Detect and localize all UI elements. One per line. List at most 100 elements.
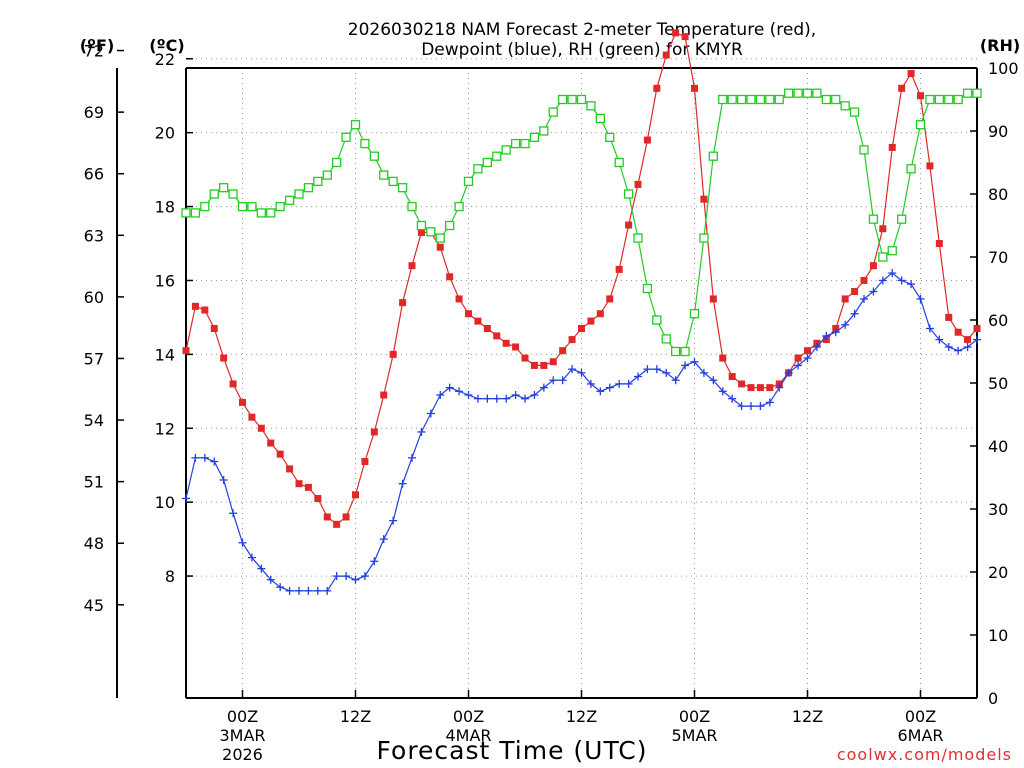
dewpoint-point [803, 354, 812, 363]
rh-tick-label-8: 80 [988, 185, 1008, 204]
rh-point [605, 132, 615, 142]
dewpoint-point [182, 494, 190, 503]
temperature-point [540, 361, 548, 369]
rh-point [529, 132, 540, 142]
rh-point [576, 94, 587, 105]
x-tick-label-2: 00Z [453, 707, 484, 726]
dewpoint-point [342, 572, 351, 581]
dewpoint-point [266, 575, 275, 584]
dewpoint-point [276, 583, 285, 592]
dewpoint-point [351, 575, 360, 584]
dewpoint-point [370, 557, 379, 566]
rh-point [784, 88, 794, 98]
rh-point [313, 176, 323, 187]
rh-point [821, 94, 831, 105]
dewpoint-point [247, 553, 256, 562]
dewpoint-point [794, 361, 803, 370]
rh-point [445, 220, 455, 231]
dewpoint-point [812, 342, 821, 351]
dewpoint-point [671, 376, 680, 385]
dewpoint-point [568, 365, 577, 374]
dewpoint-point [860, 294, 868, 303]
dewpoint-point [662, 368, 671, 377]
temperature-point [935, 240, 943, 248]
rh-point [397, 183, 408, 193]
temperature-point [474, 317, 482, 325]
dewpoint-point [360, 572, 369, 581]
dewpoint-point [775, 383, 784, 392]
dewpoint-point [389, 516, 398, 525]
x-tick-date-4: 5MAR [671, 726, 717, 745]
dewpoint-point [473, 394, 482, 403]
temperature-point [399, 299, 407, 307]
temperature-point [888, 143, 896, 151]
dewpoint-point [464, 391, 473, 400]
rh-point [247, 201, 257, 212]
temperature-point [615, 265, 623, 273]
fahrenheit-tick-label-6: 63 [84, 226, 104, 245]
chart-title-line1: 2026030218 NAM Forecast 2-meter Temperat… [348, 20, 816, 40]
dewpoint-point [681, 361, 690, 370]
dewpoint-point [897, 276, 906, 285]
temperature-point [361, 458, 369, 466]
temperature-point [879, 225, 887, 233]
temperature-point [512, 343, 520, 351]
dewpoint-point [200, 453, 209, 462]
dewpoint-point [850, 309, 859, 318]
temperature-point [634, 180, 642, 188]
dewpoint-point [756, 402, 765, 411]
temperature-point [408, 262, 416, 270]
dewpoint-point [530, 391, 539, 400]
temperature-point [672, 29, 680, 37]
temperature-point [483, 324, 491, 332]
temperature-point [719, 354, 727, 362]
fahrenheit-tick-label-5: 60 [84, 288, 104, 307]
temperature-point [210, 324, 218, 332]
x-tick-label-5: 12Z [792, 707, 823, 726]
rh-point [718, 94, 728, 105]
dewpoint-point [784, 368, 793, 377]
temperature-point [436, 243, 444, 251]
rh-point [510, 138, 521, 149]
rh-point [623, 189, 634, 199]
dewpoint-point [577, 368, 586, 377]
rh-point [567, 94, 577, 105]
dewpoint-point [709, 376, 718, 385]
temperature-point [738, 380, 746, 388]
fahrenheit-tick-label-0: 45 [84, 596, 104, 615]
celsius-tick-label-5: 18 [155, 198, 175, 217]
rh-point [765, 94, 775, 105]
temperature-point [220, 354, 228, 362]
rh-point [736, 94, 747, 105]
temperature-point [625, 221, 633, 229]
rh-point [671, 346, 681, 357]
fahrenheit-tick-label-7: 66 [84, 165, 104, 184]
dewpoint-point [973, 335, 981, 344]
temperature-point [869, 262, 877, 270]
dewpoint-point [483, 394, 492, 403]
rh-point [322, 170, 332, 180]
temperature-point [907, 70, 915, 78]
temperature-point [201, 306, 209, 314]
rh-point [934, 94, 944, 105]
temperature-point [973, 324, 981, 332]
rh-point [294, 189, 304, 199]
dewpoint-point [511, 391, 520, 400]
celsius-tick-label-2: 12 [155, 419, 175, 438]
rh-point [200, 201, 210, 212]
dewpoint-point [869, 287, 878, 296]
temperature-point [756, 384, 764, 392]
fahrenheit-tick-label-1: 48 [84, 534, 104, 553]
dewpoint-point [624, 379, 633, 388]
rh-point [944, 94, 954, 105]
x-tick-date-2: 4MAR [445, 726, 491, 745]
temperature-point [248, 413, 256, 421]
x-tick-date-6: 6MAR [897, 726, 943, 745]
temperature-point [945, 313, 953, 321]
fahrenheit-tick-label-4: 57 [84, 349, 104, 368]
temperature-point [926, 162, 934, 170]
rh-tick-label-10: 100 [988, 59, 1019, 78]
credit-link[interactable]: coolwx.com/models [837, 745, 1012, 764]
rh-point [209, 189, 219, 199]
